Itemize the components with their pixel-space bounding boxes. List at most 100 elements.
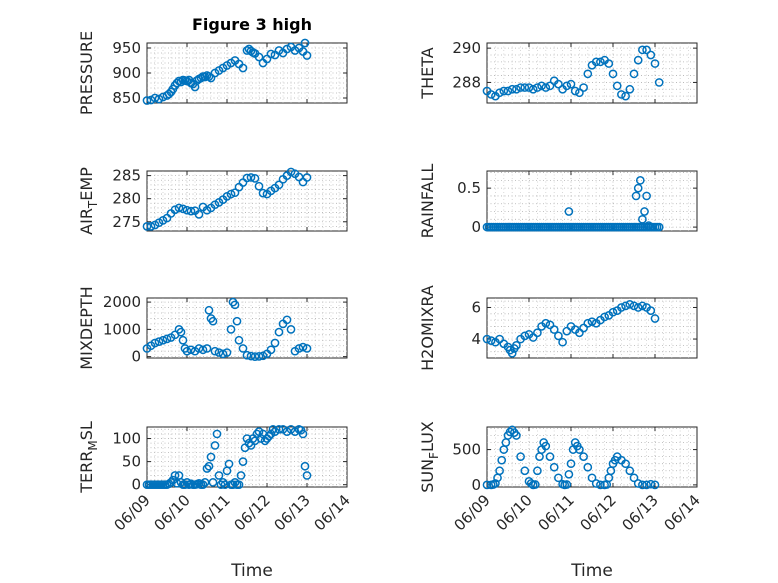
plot-7-point	[236, 471, 246, 480]
plot-6-point	[562, 326, 572, 336]
plot-7-point	[206, 452, 216, 462]
plot-7-point	[298, 429, 308, 439]
plot-8-ytick-label: 500	[452, 441, 481, 459]
plot-4-ytick-label: 0	[471, 218, 481, 236]
plot-8-point	[545, 452, 555, 461]
plot-3-point	[246, 173, 256, 182]
plot-7-xtick-label: 06/09	[111, 491, 154, 534]
plot-5-point	[226, 325, 236, 334]
plot-2-point	[537, 81, 546, 91]
plot-7-ytick-label: 50	[122, 453, 141, 471]
plot-6-point	[533, 328, 542, 338]
plot-3-point	[226, 189, 236, 199]
plot-7-point	[216, 480, 226, 490]
plot-8-point	[625, 466, 635, 476]
plot-6-point	[512, 341, 521, 350]
plot-7-point	[238, 457, 248, 466]
figure-title: Figure 3 high	[192, 15, 312, 34]
plot-7-ytick-label: 0	[131, 476, 141, 494]
plot-5-point	[246, 351, 256, 361]
plot-8-point	[541, 441, 551, 451]
plot-8-point	[516, 452, 525, 461]
plot-7-point	[302, 471, 312, 480]
plot-7-xtick-label: 06/11	[191, 491, 234, 534]
plot-5-point	[162, 334, 172, 344]
plot-5-point	[270, 338, 280, 348]
plot-3-ytick-label: 280	[112, 190, 141, 208]
plot-8-point	[562, 480, 572, 489]
plot-3-point	[182, 205, 192, 215]
plot-2-ylabel: THETA	[418, 47, 437, 99]
plot-8-point	[482, 480, 492, 490]
plot-7-ytick-label: 100	[112, 430, 141, 448]
plot-6-point	[549, 325, 559, 334]
plot-4-point	[638, 214, 647, 224]
plot-7-point	[268, 424, 278, 434]
plot-6-point	[625, 299, 635, 309]
plot-5-point	[150, 338, 160, 348]
plot-5-ytick-label: 1000	[103, 320, 141, 338]
plot-5-point	[198, 345, 208, 355]
plot-7-point	[234, 480, 244, 490]
plot-5-point	[234, 335, 244, 345]
plot-3-point	[286, 167, 296, 177]
plot-7-point	[166, 478, 176, 487]
plot-3-point	[242, 173, 252, 183]
plot-5-point	[182, 346, 192, 356]
plot-2-point	[570, 86, 580, 96]
plot-5-point	[186, 345, 196, 355]
plot-8-point	[564, 469, 574, 479]
plot-3-point	[254, 181, 264, 191]
plot-6-point	[507, 348, 517, 358]
plot-3-point	[146, 222, 156, 231]
plot-6: 4 6 H2OMIXRA	[418, 285, 698, 371]
plot-5-point	[254, 352, 264, 361]
plot-4-point	[644, 221, 654, 230]
plot-6-point	[579, 323, 588, 333]
plot-6-axes	[486, 297, 698, 359]
plot-7-point	[220, 480, 230, 490]
plot-2-point	[495, 88, 504, 98]
plot-2-point	[650, 59, 660, 68]
plot-4-ylabel: RAINFALL	[418, 164, 437, 239]
plot-7-point	[172, 478, 182, 488]
plot-2-point	[579, 83, 588, 92]
plot-8-point	[566, 459, 576, 469]
plot-4-point	[635, 176, 645, 185]
plot-5-point	[202, 344, 212, 353]
plot-2-point	[608, 69, 618, 79]
plot-8-point	[650, 480, 660, 490]
plot-6-point	[486, 336, 496, 345]
plot-3-axes	[146, 170, 348, 232]
plot-5-ytick-label: 0	[131, 348, 141, 366]
plot-8-point	[554, 473, 563, 483]
plot-7-point	[212, 429, 222, 439]
plot-6-point	[617, 303, 626, 312]
plot-4-point	[631, 191, 641, 201]
plot-1: 850 900 950 PRESSURE	[77, 31, 348, 115]
plot-8-point	[579, 452, 588, 461]
plot-1-point	[254, 52, 264, 62]
plot-6-point	[520, 331, 530, 341]
plot-8-point	[591, 479, 601, 488]
plot-2-ytick-label: 290	[452, 39, 481, 57]
plot-5: 0 1000 2000 MIXDEPTH	[77, 286, 348, 370]
plot-2-point	[629, 69, 639, 79]
plot-8-point	[530, 480, 540, 489]
plot-6-point	[608, 307, 618, 317]
plot-7-point	[224, 459, 234, 469]
plot-4-point	[564, 207, 574, 216]
plot-8-point	[575, 445, 584, 454]
plot-6-point	[587, 317, 597, 327]
plot-8-point	[621, 459, 630, 469]
plot-8-xlabel: Time	[570, 561, 613, 581]
plot-8-point	[495, 466, 504, 476]
plot-8-point	[491, 479, 500, 488]
plot-2-point	[642, 45, 651, 55]
plot-2-ytick-label: 288	[452, 73, 481, 91]
plot-7-axes	[146, 426, 348, 488]
plot-8-ytick-label: 0	[471, 476, 481, 494]
plot-8-xtick-label: 06/13	[619, 491, 662, 534]
plot-5-point	[208, 316, 218, 326]
